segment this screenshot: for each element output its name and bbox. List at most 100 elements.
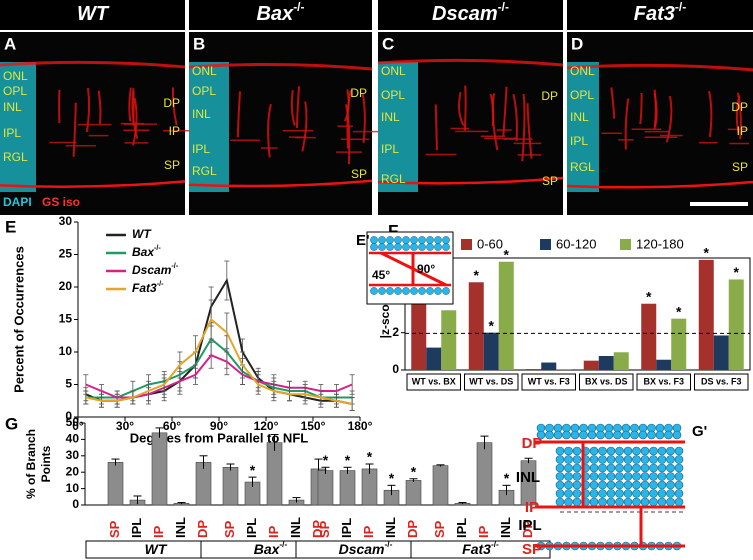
- cell: [632, 480, 641, 490]
- layer-label: ONL: [381, 64, 406, 78]
- gs-band: [377, 176, 564, 185]
- layer-label: OPL: [3, 84, 27, 98]
- gs-band: [188, 179, 373, 188]
- layer-label: ONL: [570, 64, 595, 78]
- x-axis-title: Degrees from Parallel to NFL: [130, 430, 308, 445]
- panel-letter: B: [193, 34, 205, 53]
- x-tick-label: IPL: [244, 518, 259, 538]
- bar: [151, 432, 168, 506]
- category-box: [406, 373, 461, 391]
- x-tick-label: INL: [173, 517, 188, 538]
- layer-label: SP: [542, 174, 558, 188]
- bar: [498, 261, 514, 370]
- panel-letter: G: [5, 414, 18, 433]
- panel-title: Fat3-/-: [634, 0, 686, 25]
- layer-label: SP: [351, 167, 367, 181]
- panel-title-sup: -/-: [293, 0, 304, 14]
- cell: [589, 480, 599, 490]
- layer-label: SP: [522, 541, 542, 558]
- cell: [402, 236, 410, 244]
- bar: [698, 259, 714, 370]
- significance-star: *: [367, 449, 373, 465]
- bar: [641, 303, 657, 370]
- gs-process: [521, 93, 526, 162]
- cell: [570, 430, 580, 440]
- y-tick-label: 2: [392, 325, 399, 339]
- panel-title: Dscam-/-: [432, 0, 509, 25]
- panel-title-sup: -/-: [675, 0, 686, 14]
- layer-label: SP: [164, 158, 180, 172]
- cell: [615, 463, 624, 473]
- cell: [572, 489, 582, 498]
- gs-process: [708, 90, 713, 138]
- legend-label: Dscam-/-: [132, 261, 179, 277]
- series-line: [85, 317, 353, 405]
- bar: [598, 356, 614, 370]
- gs-process: [128, 87, 132, 122]
- cell: [378, 287, 386, 295]
- cell: [434, 243, 442, 251]
- x-tick-label: IPL: [339, 518, 354, 538]
- x-tick-label: WT vs. DS: [469, 376, 513, 386]
- cell: [564, 472, 573, 481]
- cell: [386, 243, 394, 251]
- significance-star: *: [489, 317, 495, 333]
- cell: [572, 497, 582, 507]
- cell: [418, 287, 426, 295]
- cell: [674, 497, 684, 507]
- cell: [615, 480, 624, 490]
- cell: [657, 446, 667, 456]
- gs-band: [566, 180, 753, 189]
- bar: [339, 470, 356, 506]
- bar: [541, 362, 557, 370]
- x-tick-label: DP: [195, 520, 210, 538]
- series-line: [85, 277, 353, 405]
- y-axis-title: Percent of Occurrences: [11, 246, 26, 393]
- cell: [674, 480, 684, 490]
- cell: [418, 236, 426, 244]
- layer-label: IPL: [3, 126, 21, 140]
- cell: [589, 489, 599, 498]
- cell: [615, 489, 624, 498]
- gs-process: [502, 86, 508, 136]
- significance-star: *: [676, 303, 682, 319]
- group-label-main: WT: [145, 541, 168, 557]
- cell: [606, 472, 616, 481]
- y-tick-label: 40: [66, 432, 80, 446]
- cell: [649, 497, 658, 507]
- layer-label: INL: [381, 110, 400, 124]
- cell: [623, 463, 633, 473]
- gs-process: [610, 87, 616, 119]
- cell: [442, 243, 450, 251]
- dapi-strip: [189, 62, 229, 192]
- gs-process: [624, 98, 630, 150]
- bar: [411, 299, 427, 370]
- legend-label: 0-60: [477, 236, 503, 251]
- cell: [640, 446, 650, 456]
- panel-header: [378, 0, 563, 30]
- cell: [632, 489, 641, 498]
- bar: [483, 332, 499, 370]
- cell: [589, 463, 599, 473]
- cell: [666, 497, 675, 507]
- cell: [621, 430, 631, 440]
- y-tick-label: 10: [59, 344, 73, 358]
- panel-title-sup: -/-: [498, 0, 509, 14]
- layer-label: IP: [169, 124, 180, 138]
- cell: [589, 497, 599, 507]
- gs-process: [736, 92, 742, 140]
- bar: [656, 359, 672, 370]
- cell: [598, 489, 607, 498]
- x-tick-label: DP: [310, 520, 325, 538]
- cell: [640, 472, 650, 481]
- cell: [394, 287, 402, 295]
- cell: [555, 489, 565, 498]
- gs-process: [434, 104, 438, 151]
- gs-process: [639, 93, 643, 125]
- cell: [562, 430, 571, 440]
- plot-frame: [404, 257, 751, 371]
- legend-label-main: Bax: [132, 245, 155, 259]
- legend-label-main: Fat3: [132, 281, 157, 295]
- legend-label: Fat3-/-: [132, 279, 164, 295]
- y-axis-title: Points: [39, 445, 53, 482]
